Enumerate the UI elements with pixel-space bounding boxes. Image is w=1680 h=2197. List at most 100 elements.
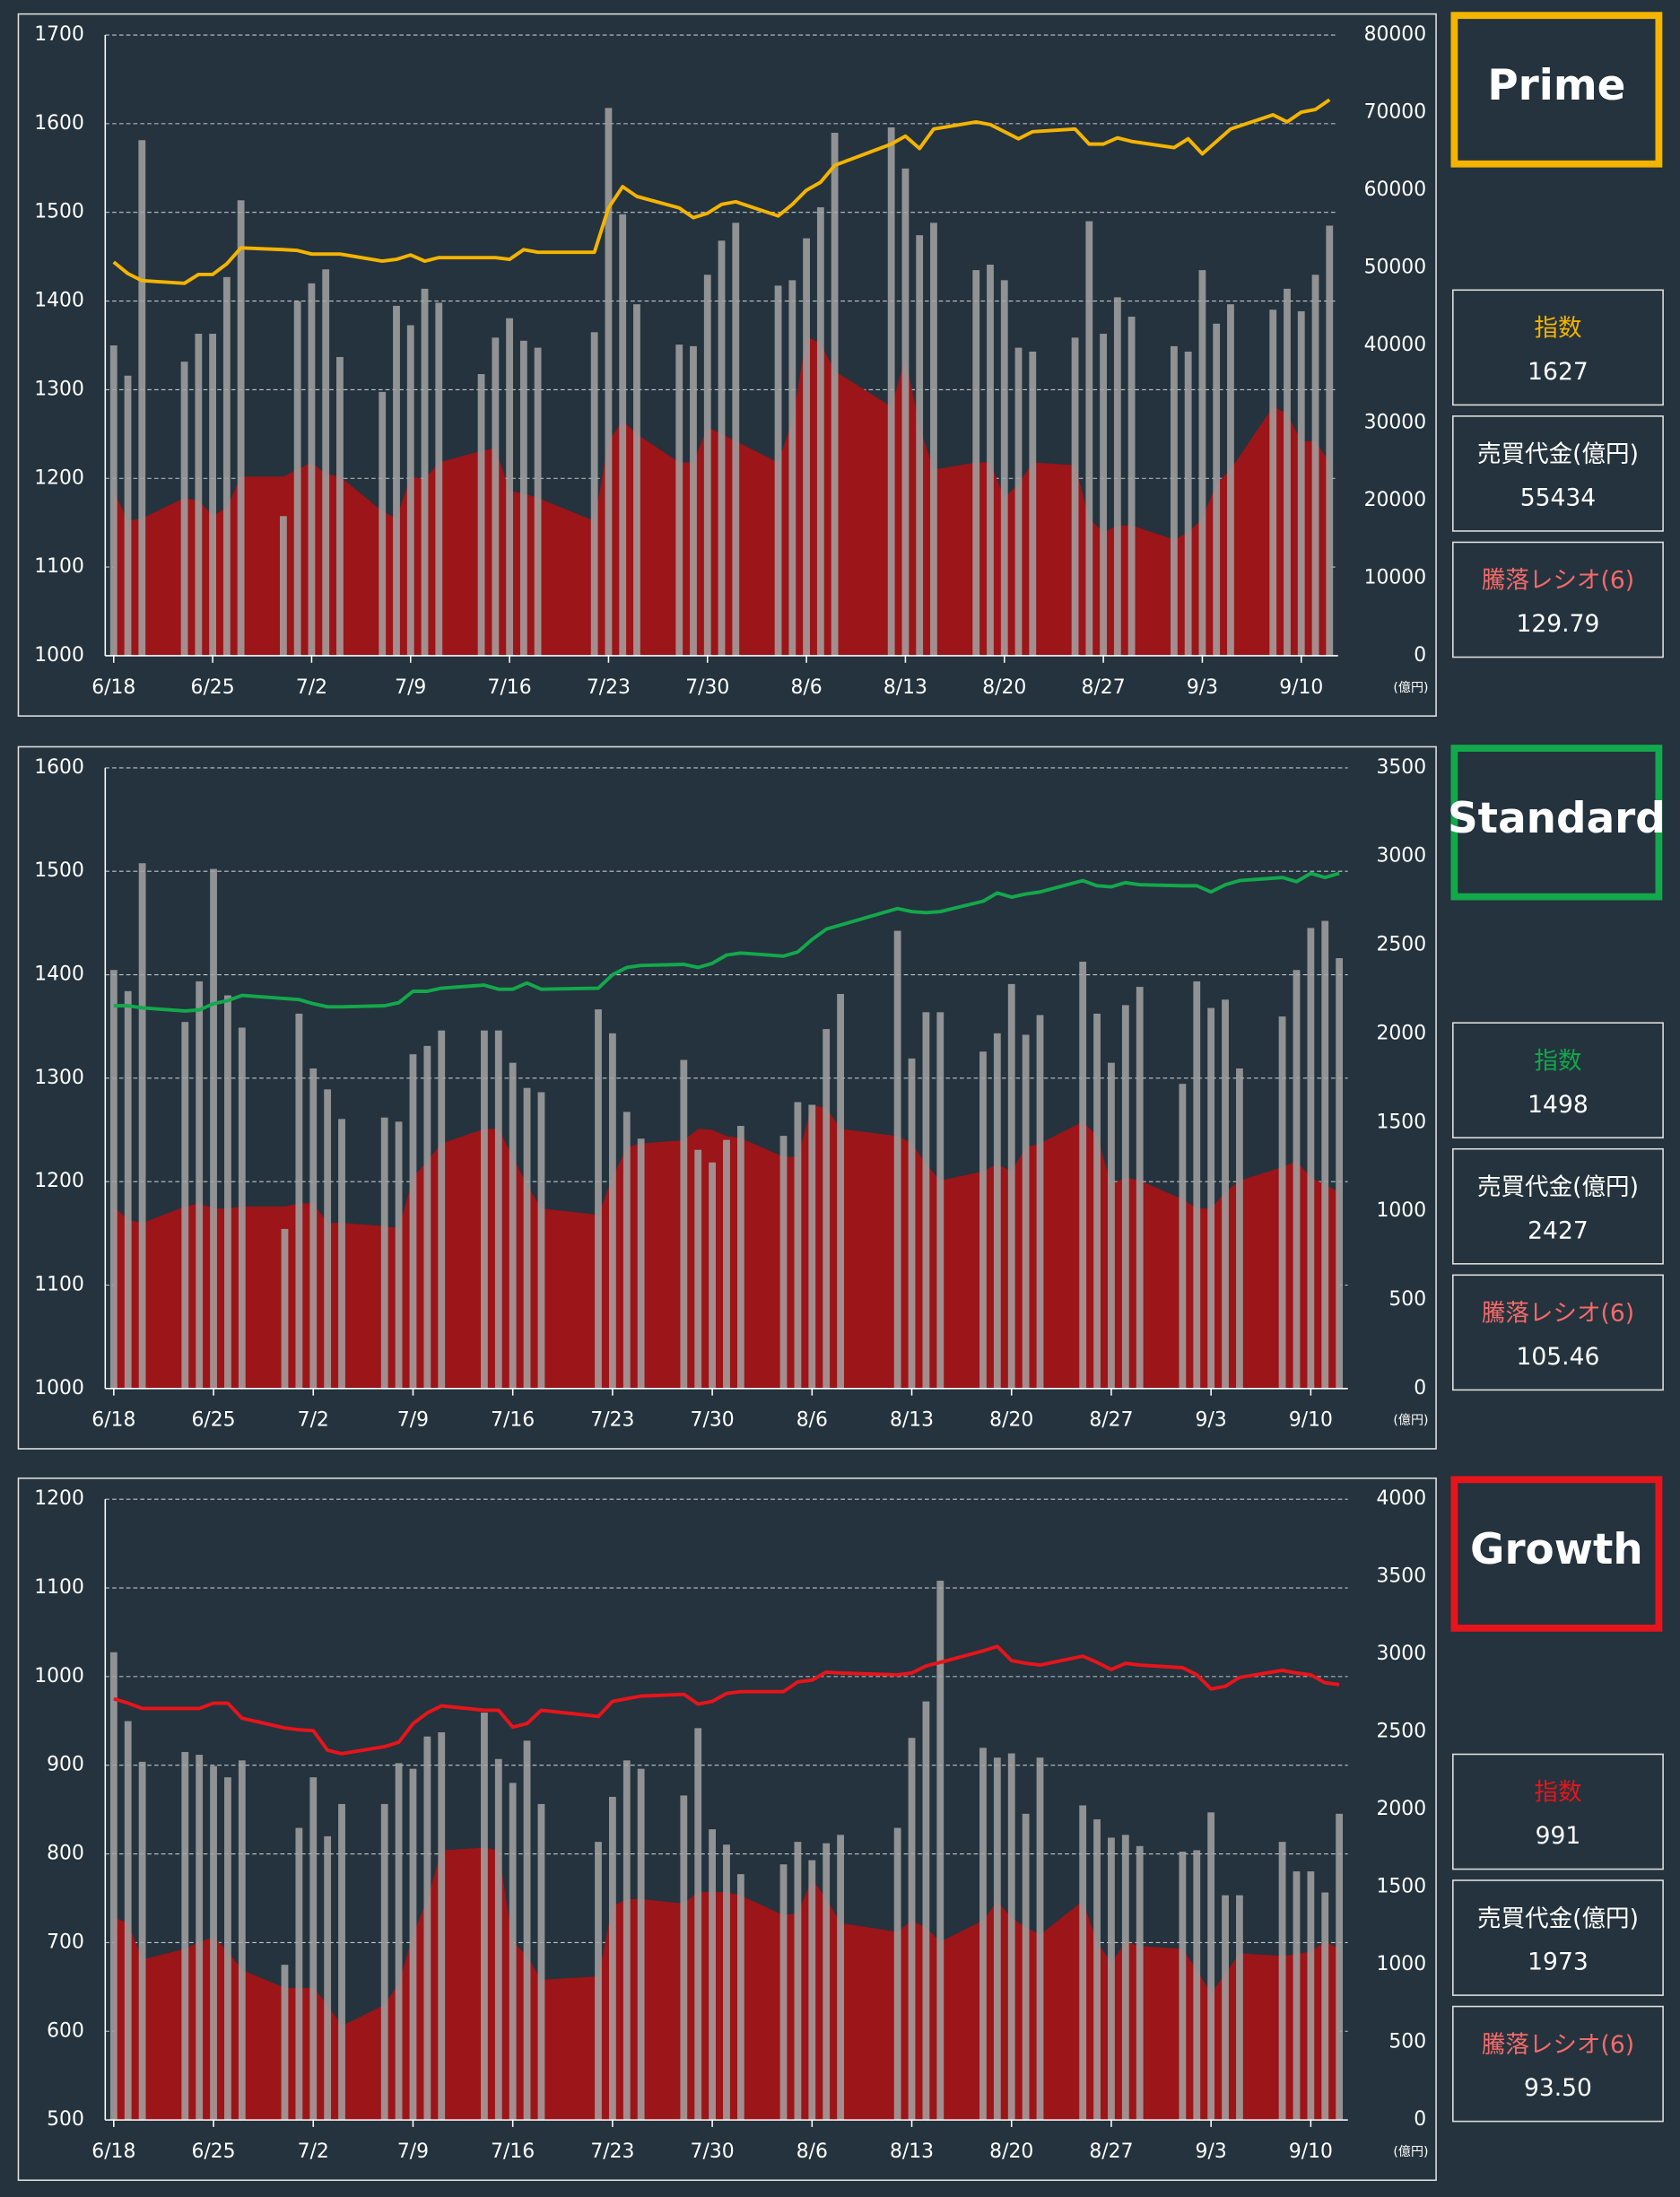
stat-value: 129.79: [1517, 610, 1600, 638]
bar: [823, 1843, 831, 2121]
y-tick-label: 1600: [34, 112, 84, 135]
bar: [209, 334, 216, 656]
bar: [519, 340, 527, 656]
bar: [605, 108, 613, 656]
x-tick-label: 7/16: [491, 2140, 535, 2163]
y-tick-label: 1100: [34, 1273, 84, 1295]
x-tick-label: 8/6: [796, 2140, 828, 2163]
bar: [523, 1740, 531, 2121]
y2-tick-label: 1000: [1376, 1199, 1426, 1222]
stat-label: 指数: [1534, 315, 1581, 343]
bar: [1036, 1757, 1044, 2121]
stat-box: [1452, 1879, 1664, 1996]
bar: [1036, 1015, 1044, 1389]
bar: [608, 1796, 616, 2121]
y-tick-label: 1100: [34, 555, 84, 578]
bar: [109, 970, 118, 1389]
bar: [421, 288, 429, 656]
x-tick-label: 8/27: [1089, 1409, 1133, 1432]
bar: [409, 1054, 417, 1389]
x-tick-label: 6/25: [191, 676, 235, 699]
bar: [1307, 1870, 1315, 2121]
bar: [1311, 275, 1319, 656]
bar: [1207, 1812, 1215, 2121]
y2-tick-label: 1000: [1376, 1953, 1426, 1975]
x-tick-label: 6/25: [191, 1409, 235, 1432]
y-tick-label: 1000: [34, 1665, 84, 1687]
y-tick-label: 1200: [34, 466, 84, 489]
bar: [1093, 1013, 1101, 1389]
bar: [816, 207, 824, 656]
y-tick-label: 1300: [34, 378, 84, 400]
stat-label: 売買代金(億円): [1477, 1173, 1639, 1201]
stat-label: 指数: [1534, 1047, 1581, 1075]
bar: [1170, 345, 1178, 656]
bar: [210, 1765, 217, 2121]
axis-unit: (億円): [1393, 1414, 1428, 1428]
y-tick-label: 700: [47, 1931, 84, 1953]
y2-tick-label: 70000: [1364, 101, 1427, 124]
bar: [1227, 304, 1234, 656]
bar: [1321, 1892, 1329, 2121]
y2-tick-label: 3500: [1376, 1565, 1426, 1588]
stat-value: 1627: [1528, 358, 1589, 386]
bar: [509, 1783, 517, 2121]
bar: [794, 1102, 802, 1389]
x-tick-label: 9/3: [1196, 2140, 1227, 2163]
x-tick-label: 6/25: [191, 2140, 235, 2163]
bar: [423, 1736, 431, 2121]
bar: [732, 222, 740, 656]
x-tick-label: 6/18: [91, 2140, 135, 2163]
bar: [180, 362, 188, 656]
bar: [295, 1827, 303, 2121]
x-tick-label: 6/18: [91, 676, 135, 699]
bar: [1278, 1842, 1286, 2121]
y-tick-label: 1600: [34, 756, 84, 779]
bar: [309, 1777, 318, 2121]
bar: [595, 1842, 602, 2121]
bar: [1127, 316, 1136, 656]
bar: [694, 1149, 702, 1389]
market-name: Standard: [1448, 795, 1666, 843]
bar: [972, 270, 980, 656]
x-tick-label: 7/16: [488, 676, 532, 699]
bar: [1113, 297, 1121, 656]
bar: [109, 1652, 118, 2121]
bar: [690, 345, 697, 656]
bar: [196, 981, 204, 1389]
stat-label: 指数: [1534, 1779, 1581, 1807]
bar: [1222, 1895, 1229, 2121]
bar: [124, 990, 132, 1389]
bar: [1007, 1753, 1015, 2121]
bar: [509, 1062, 517, 1389]
bar: [1326, 225, 1334, 656]
bar: [1029, 351, 1037, 656]
bar: [380, 1803, 388, 2121]
bar: [723, 1844, 730, 2121]
y2-tick-label: 2000: [1376, 1022, 1426, 1044]
bar: [1198, 270, 1206, 656]
bar: [523, 1087, 531, 1389]
y2-tick-label: 10000: [1364, 566, 1427, 588]
x-tick-label: 7/30: [691, 2140, 735, 2163]
bar: [595, 1009, 602, 1389]
bar: [887, 126, 895, 656]
x-tick-label: 9/10: [1289, 2140, 1333, 2163]
y2-tick-label: 20000: [1364, 489, 1427, 511]
bar: [393, 305, 400, 656]
bar: [1297, 310, 1305, 656]
bar: [435, 302, 443, 656]
y-tick-label: 1200: [34, 1170, 84, 1192]
bar: [736, 1874, 744, 2121]
bar: [224, 1777, 231, 2121]
y2-tick-label: 3000: [1376, 1643, 1426, 1665]
x-tick-label: 7/9: [395, 676, 426, 699]
x-tick-label: 7/2: [298, 1409, 329, 1432]
bar: [1079, 961, 1087, 1389]
x-tick-label: 7/30: [691, 1409, 735, 1432]
bar: [837, 993, 844, 1389]
bar: [222, 276, 231, 656]
bar: [494, 1030, 502, 1389]
y2-tick-label: 2500: [1376, 1721, 1426, 1743]
